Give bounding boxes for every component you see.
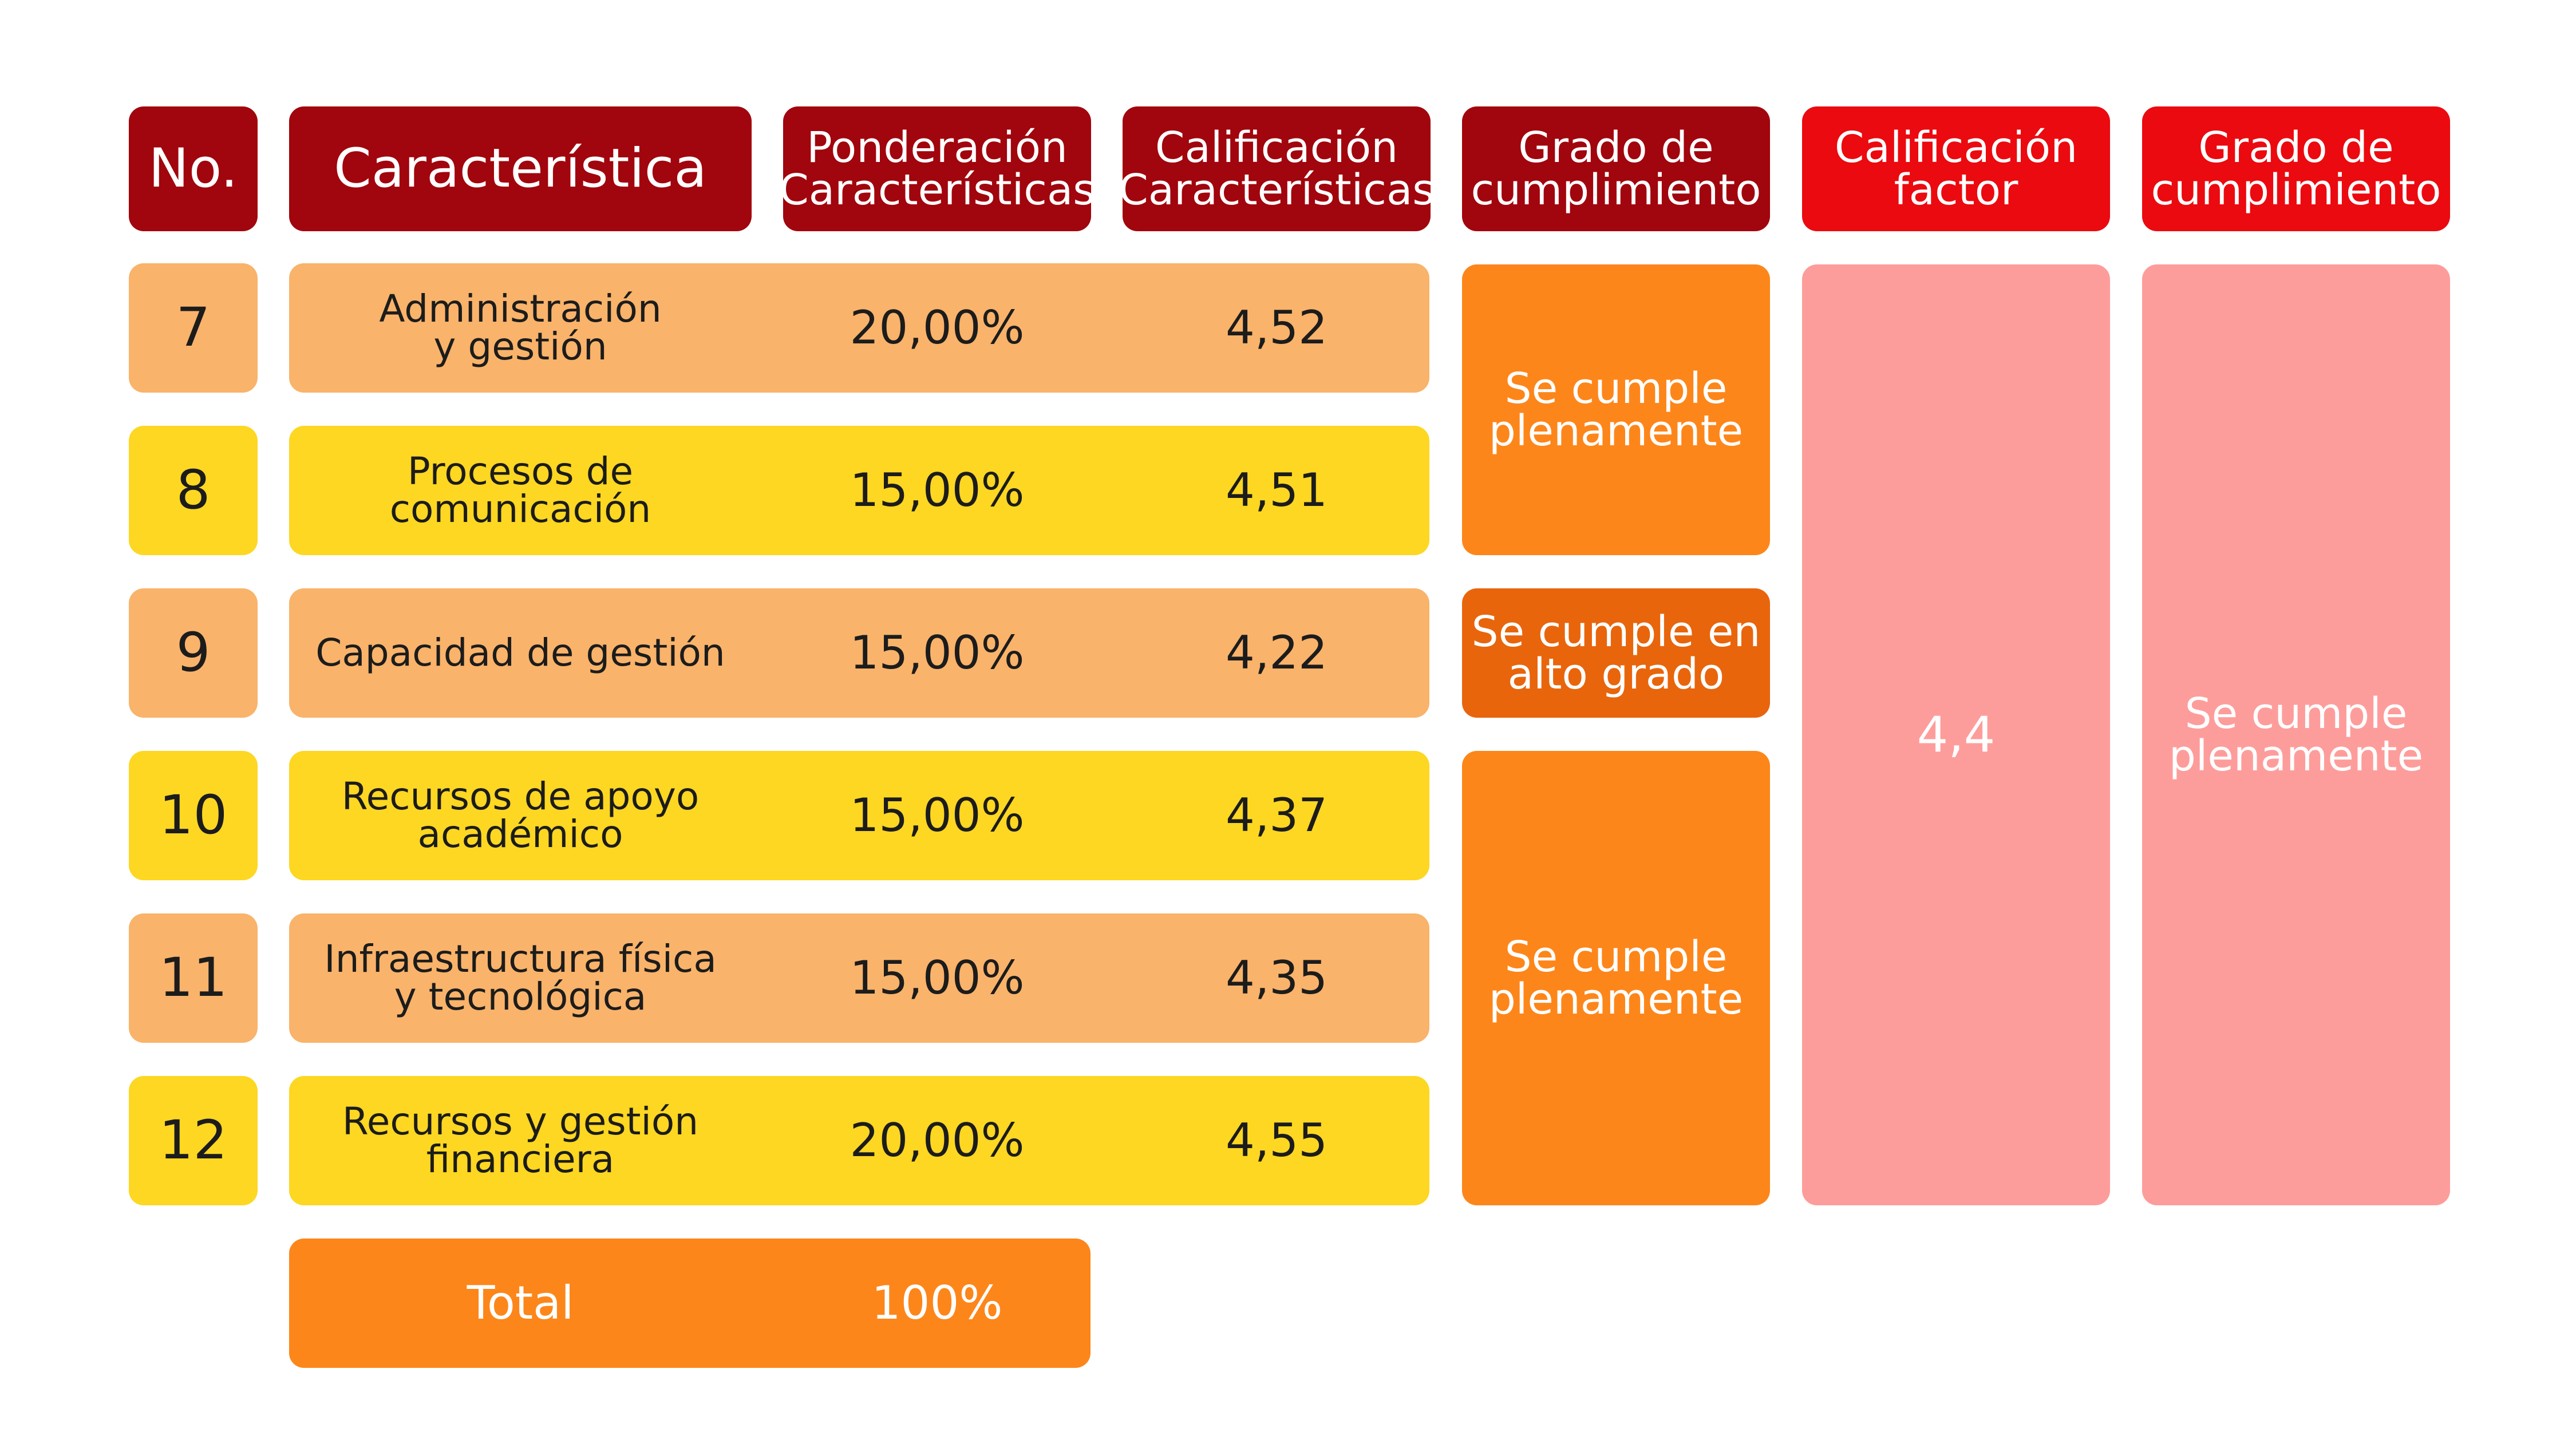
- factor-calificacion-cell: 4,4: [1802, 264, 2110, 1205]
- row-number: 10: [159, 784, 228, 846]
- table-row: Capacidad de gestión 15,00% 4,22: [289, 588, 1429, 718]
- table-row: Recursos de apoyo académico 15,00% 4,37: [289, 751, 1429, 880]
- characteristic-name: Procesos de comunicación: [389, 449, 651, 531]
- table-row: Infraestructura física y tecnológica 15,…: [289, 913, 1429, 1043]
- header-calificacion-label: Calificación Características: [1119, 123, 1435, 215]
- calificacion-value: 4,37: [1225, 789, 1328, 842]
- header-grado-factor: Grado de cumplimiento: [2142, 106, 2450, 231]
- row-number: 7: [176, 296, 211, 359]
- characteristic-name: Administración y gestión: [379, 287, 662, 369]
- grado-group-label: Se cumple en alto grado: [1471, 607, 1761, 699]
- ponderacion-value: 20,00%: [850, 301, 1025, 354]
- table-row: Recursos y gestión financiera 20,00% 4,5…: [289, 1076, 1429, 1205]
- header-ponderacion-label: Ponderación Características: [779, 123, 1095, 215]
- factor-grado-label: Se cumple plenamente: [2168, 689, 2424, 781]
- row-number: 12: [159, 1109, 228, 1172]
- characteristic-name: Recursos de apoyo académico: [341, 774, 700, 856]
- ponderacion-value: 15,00%: [850, 626, 1025, 679]
- factor-grado-cell: Se cumple plenamente: [2142, 264, 2450, 1205]
- grado-group-label: Se cumple plenamente: [1488, 932, 1744, 1024]
- row-number-cell: 12: [129, 1076, 258, 1205]
- row-number-cell: 9: [129, 588, 258, 718]
- header-calificacion-factor: Calificación factor: [1802, 106, 2110, 231]
- header-calificacion: Calificación Características: [1119, 106, 1435, 231]
- header-no: No.: [129, 106, 258, 231]
- table-row: Procesos de comunicación 15,00% 4,51: [289, 426, 1429, 555]
- characteristic-name: Infraestructura física y tecnológica: [324, 937, 717, 1019]
- ponderacion-value: 15,00%: [850, 951, 1025, 1004]
- ponderacion-value: 15,00%: [850, 789, 1025, 842]
- calificacion-value: 4,35: [1225, 951, 1328, 1004]
- header-calificacion-factor-label: Calificación factor: [1834, 123, 2078, 215]
- grado-group-cell: Se cumple plenamente: [1462, 751, 1770, 1205]
- calificacion-value: 4,51: [1225, 464, 1328, 517]
- header-grado-label: Grado de cumplimiento: [1471, 123, 1761, 215]
- total-label: Total: [467, 1276, 574, 1330]
- calificacion-value: 4,52: [1225, 301, 1328, 354]
- row-number-cell: 8: [129, 426, 258, 555]
- ponderacion-value: 20,00%: [850, 1114, 1025, 1167]
- grado-group-label: Se cumple plenamente: [1488, 364, 1744, 456]
- row-number: 11: [159, 947, 228, 1009]
- factor-calificacion-value: 4,4: [1917, 706, 1996, 763]
- row-number-cell: 10: [129, 751, 258, 880]
- header-caracteristica: Característica: [289, 106, 752, 231]
- header-caracteristica-label: Característica: [334, 137, 707, 200]
- grado-group-cell: Se cumple plenamente: [1462, 264, 1770, 555]
- row-number: 8: [176, 459, 211, 521]
- row-number-cell: 7: [129, 263, 258, 393]
- characteristic-name: Recursos y gestión financiera: [342, 1099, 699, 1181]
- calificacion-value: 4,55: [1225, 1114, 1328, 1167]
- total-row: Total 100%: [289, 1239, 1091, 1368]
- header-grado: Grado de cumplimiento: [1462, 106, 1770, 231]
- calificacion-value: 4,22: [1225, 626, 1328, 679]
- characteristic-name: Capacidad de gestión: [315, 631, 725, 675]
- header-no-label: No.: [148, 137, 238, 200]
- row-number: 9: [176, 622, 211, 684]
- grado-group-cell: Se cumple en alto grado: [1462, 588, 1770, 718]
- total-value: 100%: [871, 1276, 1003, 1330]
- row-number-cell: 11: [129, 913, 258, 1043]
- table-row: Administración y gestión 20,00% 4,52: [289, 263, 1429, 393]
- header-ponderacion: Ponderación Características: [779, 106, 1095, 231]
- ponderacion-value: 15,00%: [850, 464, 1025, 517]
- header-grado-factor-label: Grado de cumplimiento: [2151, 123, 2441, 215]
